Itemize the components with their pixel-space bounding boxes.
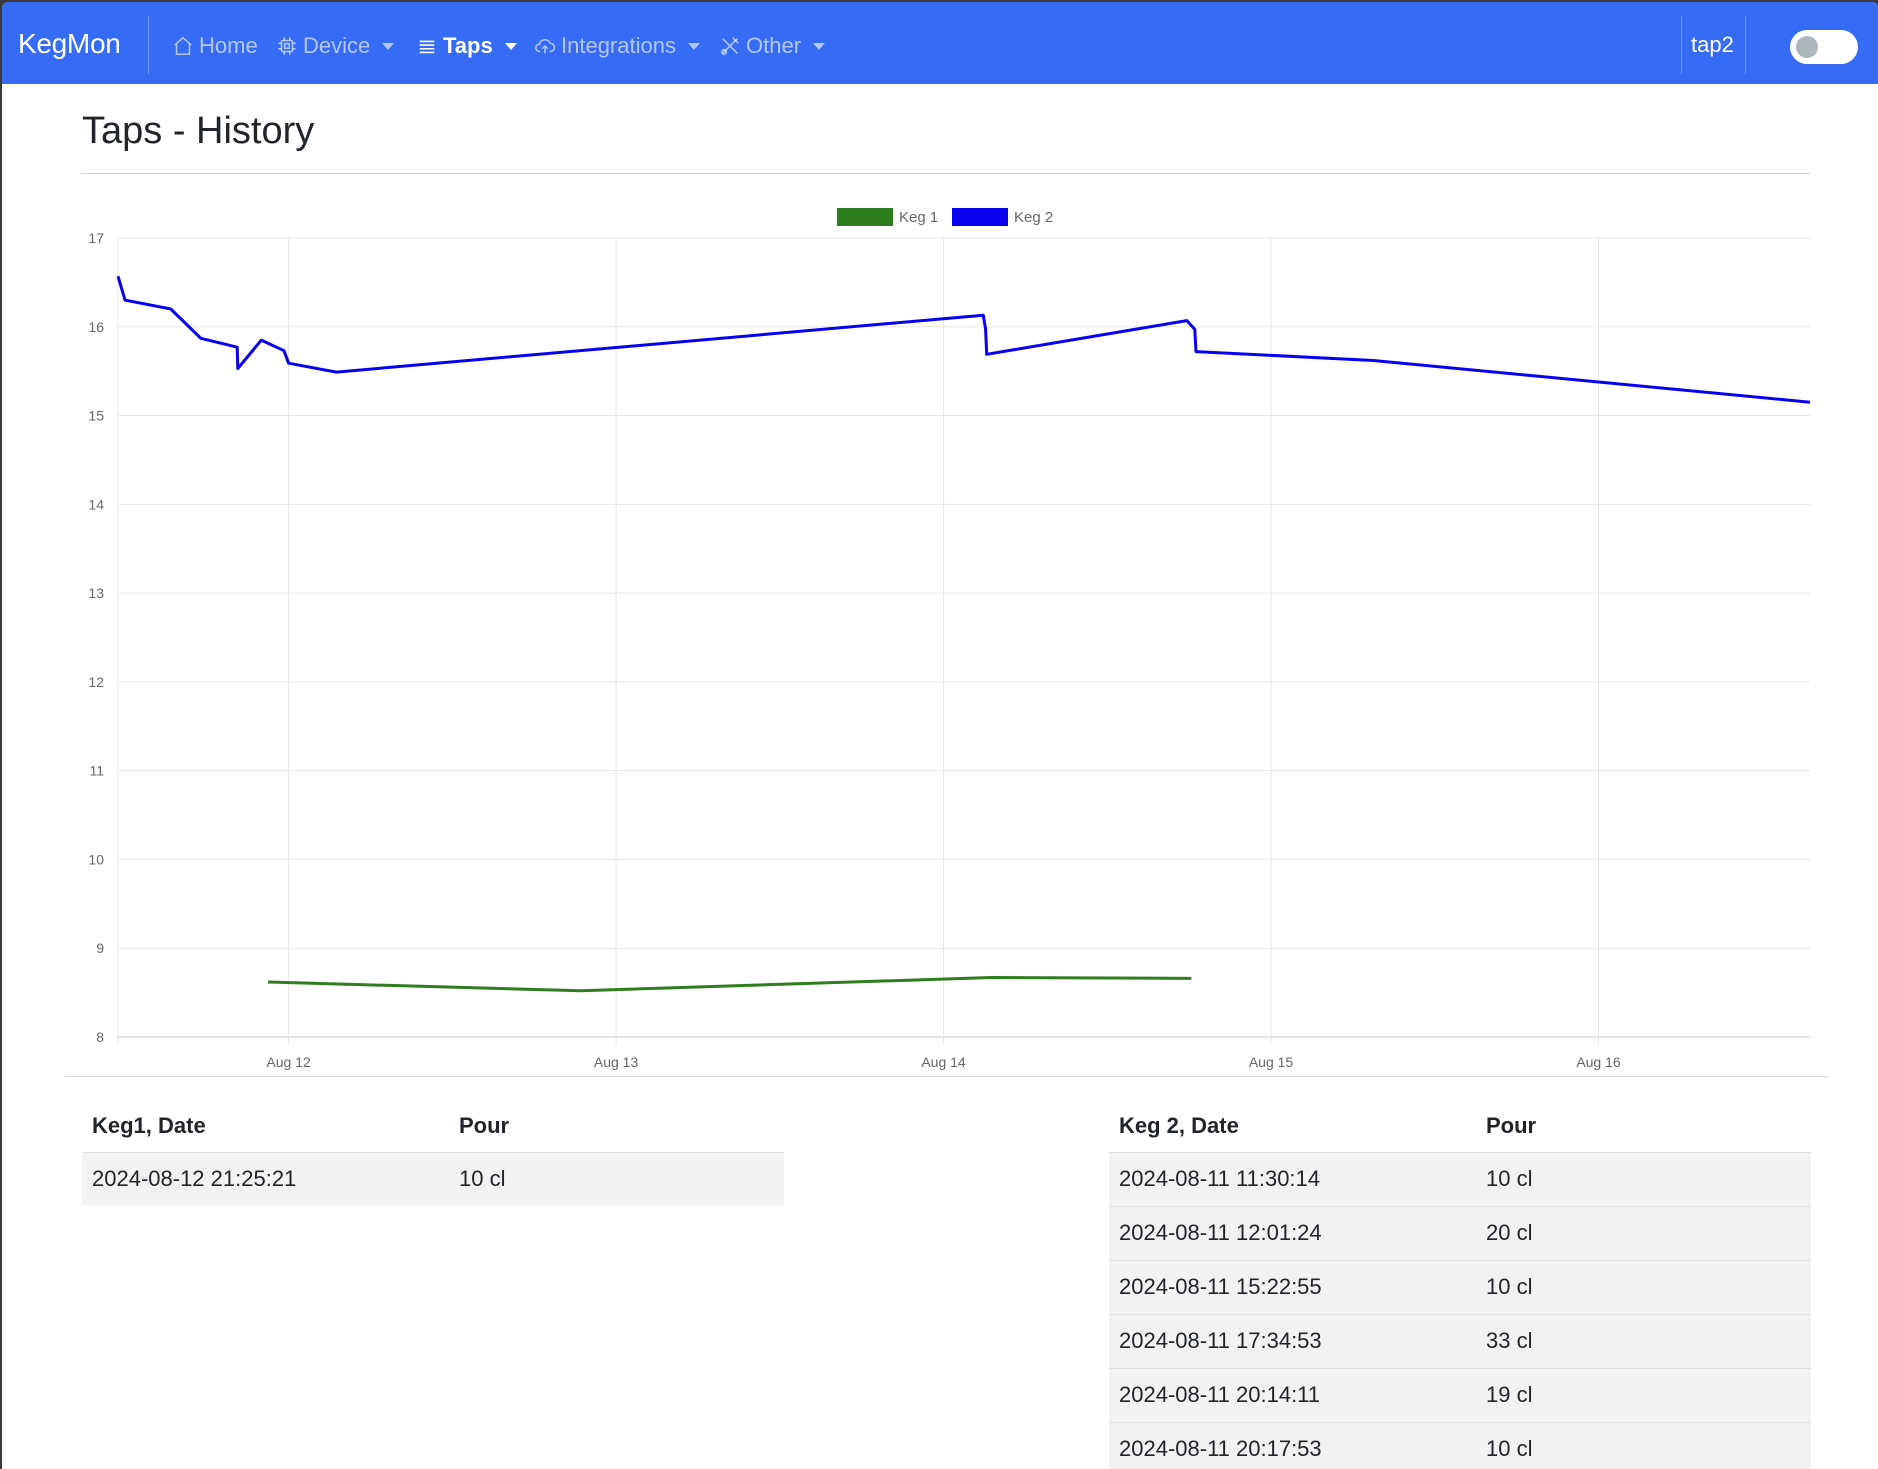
keg2-date-header: Keg 2, Date (1119, 1112, 1239, 1138)
pour-amount: 20 cl (1476, 1205, 1811, 1260)
legend-label: Keg 1 (899, 209, 938, 226)
table-row: 2024-08-11 11:30:14 10 cl (1109, 1151, 1811, 1206)
navbar-divider (1745, 16, 1746, 74)
cloud-upload-icon (535, 38, 556, 54)
pour-date: 2024-08-11 12:01:24 (1109, 1205, 1476, 1260)
table-header-row: Keg 2, Date Pour (1109, 1100, 1811, 1152)
legend-label: Keg 2 (1014, 209, 1053, 226)
title-divider (82, 173, 1810, 174)
x-tick-label: Aug 14 (921, 1054, 966, 1070)
nav-device-label: Device (303, 33, 371, 58)
y-tick-label: 16 (88, 319, 104, 335)
nav-home[interactable]: Home (172, 30, 258, 62)
pour-date: 2024-08-12 21:25:21 (82, 1151, 449, 1206)
pour-date: 2024-08-11 20:14:11 (1109, 1367, 1476, 1422)
y-tick-label: 14 (88, 496, 104, 512)
brand-link[interactable]: KegMon (18, 28, 121, 59)
nav-other-label: Other (746, 33, 802, 58)
pour-date: 2024-08-11 17:34:53 (1109, 1313, 1476, 1368)
pour-date: 2024-08-11 20:17:53 (1109, 1421, 1476, 1469)
pour-amount: 10 cl (1476, 1259, 1811, 1314)
y-tick-label: 11 (89, 763, 104, 779)
keg1-date-header: Keg1, Date (92, 1112, 206, 1138)
nav-taps-label: Taps (443, 33, 493, 58)
table-row: 2024-08-11 20:14:11 19 cl (1109, 1367, 1811, 1422)
table-row: 2024-08-12 21:25:21 10 cl (82, 1151, 784, 1206)
y-tick-label: 12 (88, 674, 104, 690)
pour-amount: 10 cl (1476, 1421, 1811, 1469)
y-tick-label: 15 (88, 408, 104, 424)
table-header-row: Keg1, Date Pour (82, 1100, 784, 1152)
x-tick-label: Aug 16 (1576, 1054, 1621, 1070)
pour-date: 2024-08-11 11:30:14 (1109, 1151, 1476, 1206)
list-icon (419, 40, 435, 54)
y-tick-label: 9 (96, 940, 104, 956)
chart-divider (66, 1076, 1828, 1077)
keg1-history-table: Keg1, Date Pour 2024-08-12 21:25:21 10 c… (82, 1100, 784, 1206)
theme-toggle[interactable] (1790, 30, 1858, 64)
page-title: Taps - History (82, 110, 315, 152)
y-tick-label: 8 (96, 1029, 104, 1045)
x-tick-label: Aug 15 (1249, 1054, 1294, 1070)
pour-date: 2024-08-11 15:22:55 (1109, 1259, 1476, 1314)
chevron-down-icon (382, 42, 395, 50)
navbar-divider (1681, 16, 1682, 74)
history-chart: 8 9 10 11 12 13 14 15 16 17 Aug 12 Aug 13 Aug 14 Aug … (2, 192, 1878, 1082)
house-icon (174, 36, 192, 56)
chevron-down-icon (504, 42, 517, 50)
nav-device-dropdown[interactable]: Device (276, 30, 395, 62)
y-tick-label: 17 (88, 230, 104, 246)
device-name: tap2 (1691, 32, 1734, 57)
table-row: 2024-08-11 20:17:53 10 cl (1109, 1421, 1811, 1469)
chip-icon (278, 37, 296, 55)
series-line-keg-1 (268, 976, 1192, 993)
legend-swatch (837, 208, 893, 226)
chevron-down-icon (687, 42, 700, 50)
table-row: 2024-08-11 17:34:53 33 cl (1109, 1313, 1811, 1368)
nav-home-label: Home (199, 33, 258, 58)
x-tick-label: Aug 13 (594, 1054, 639, 1070)
chevron-down-icon (813, 42, 826, 50)
nav-integrations-dropdown[interactable]: Integrations (534, 30, 700, 62)
tools-icon (720, 37, 739, 56)
top-navbar: KegMon Home Device Taps Integrations Oth… (2, 2, 1878, 84)
pour-amount: 33 cl (1476, 1313, 1811, 1368)
table-row: 2024-08-11 12:01:24 20 cl (1109, 1205, 1811, 1260)
navbar-divider (148, 16, 149, 74)
keg1-pour-header: Pour (459, 1112, 510, 1138)
series-line-keg-2 (116, 275, 1811, 404)
history-chart-svg: 8 9 10 11 12 13 14 15 16 17 Aug 12 Aug 13 Aug 14 Aug … (88, 208, 1811, 1070)
keg2-history-table: Keg 2, Date Pour 2024-08-11 11:30:14 10 … (1109, 1100, 1811, 1469)
pour-amount: 10 cl (1476, 1151, 1811, 1206)
nav-integrations-label: Integrations (561, 33, 676, 58)
keg2-pour-header: Pour (1486, 1112, 1537, 1138)
legend-swatch (952, 208, 1008, 226)
nav-taps-dropdown[interactable]: Taps (416, 30, 517, 62)
x-tick-label: Aug 12 (266, 1054, 311, 1070)
pour-amount: 10 cl (449, 1151, 784, 1206)
pour-amount: 19 cl (1476, 1367, 1811, 1422)
y-tick-label: 10 (88, 851, 104, 867)
table-row: 2024-08-11 15:22:55 10 cl (1109, 1259, 1811, 1314)
nav-other-dropdown[interactable]: Other (719, 30, 826, 62)
toggle-knob (1796, 36, 1818, 58)
y-tick-label: 13 (88, 585, 104, 601)
